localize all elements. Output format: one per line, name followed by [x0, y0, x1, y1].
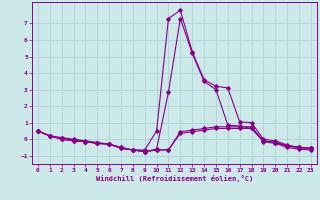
X-axis label: Windchill (Refroidissement éolien,°C): Windchill (Refroidissement éolien,°C) — [96, 175, 253, 182]
